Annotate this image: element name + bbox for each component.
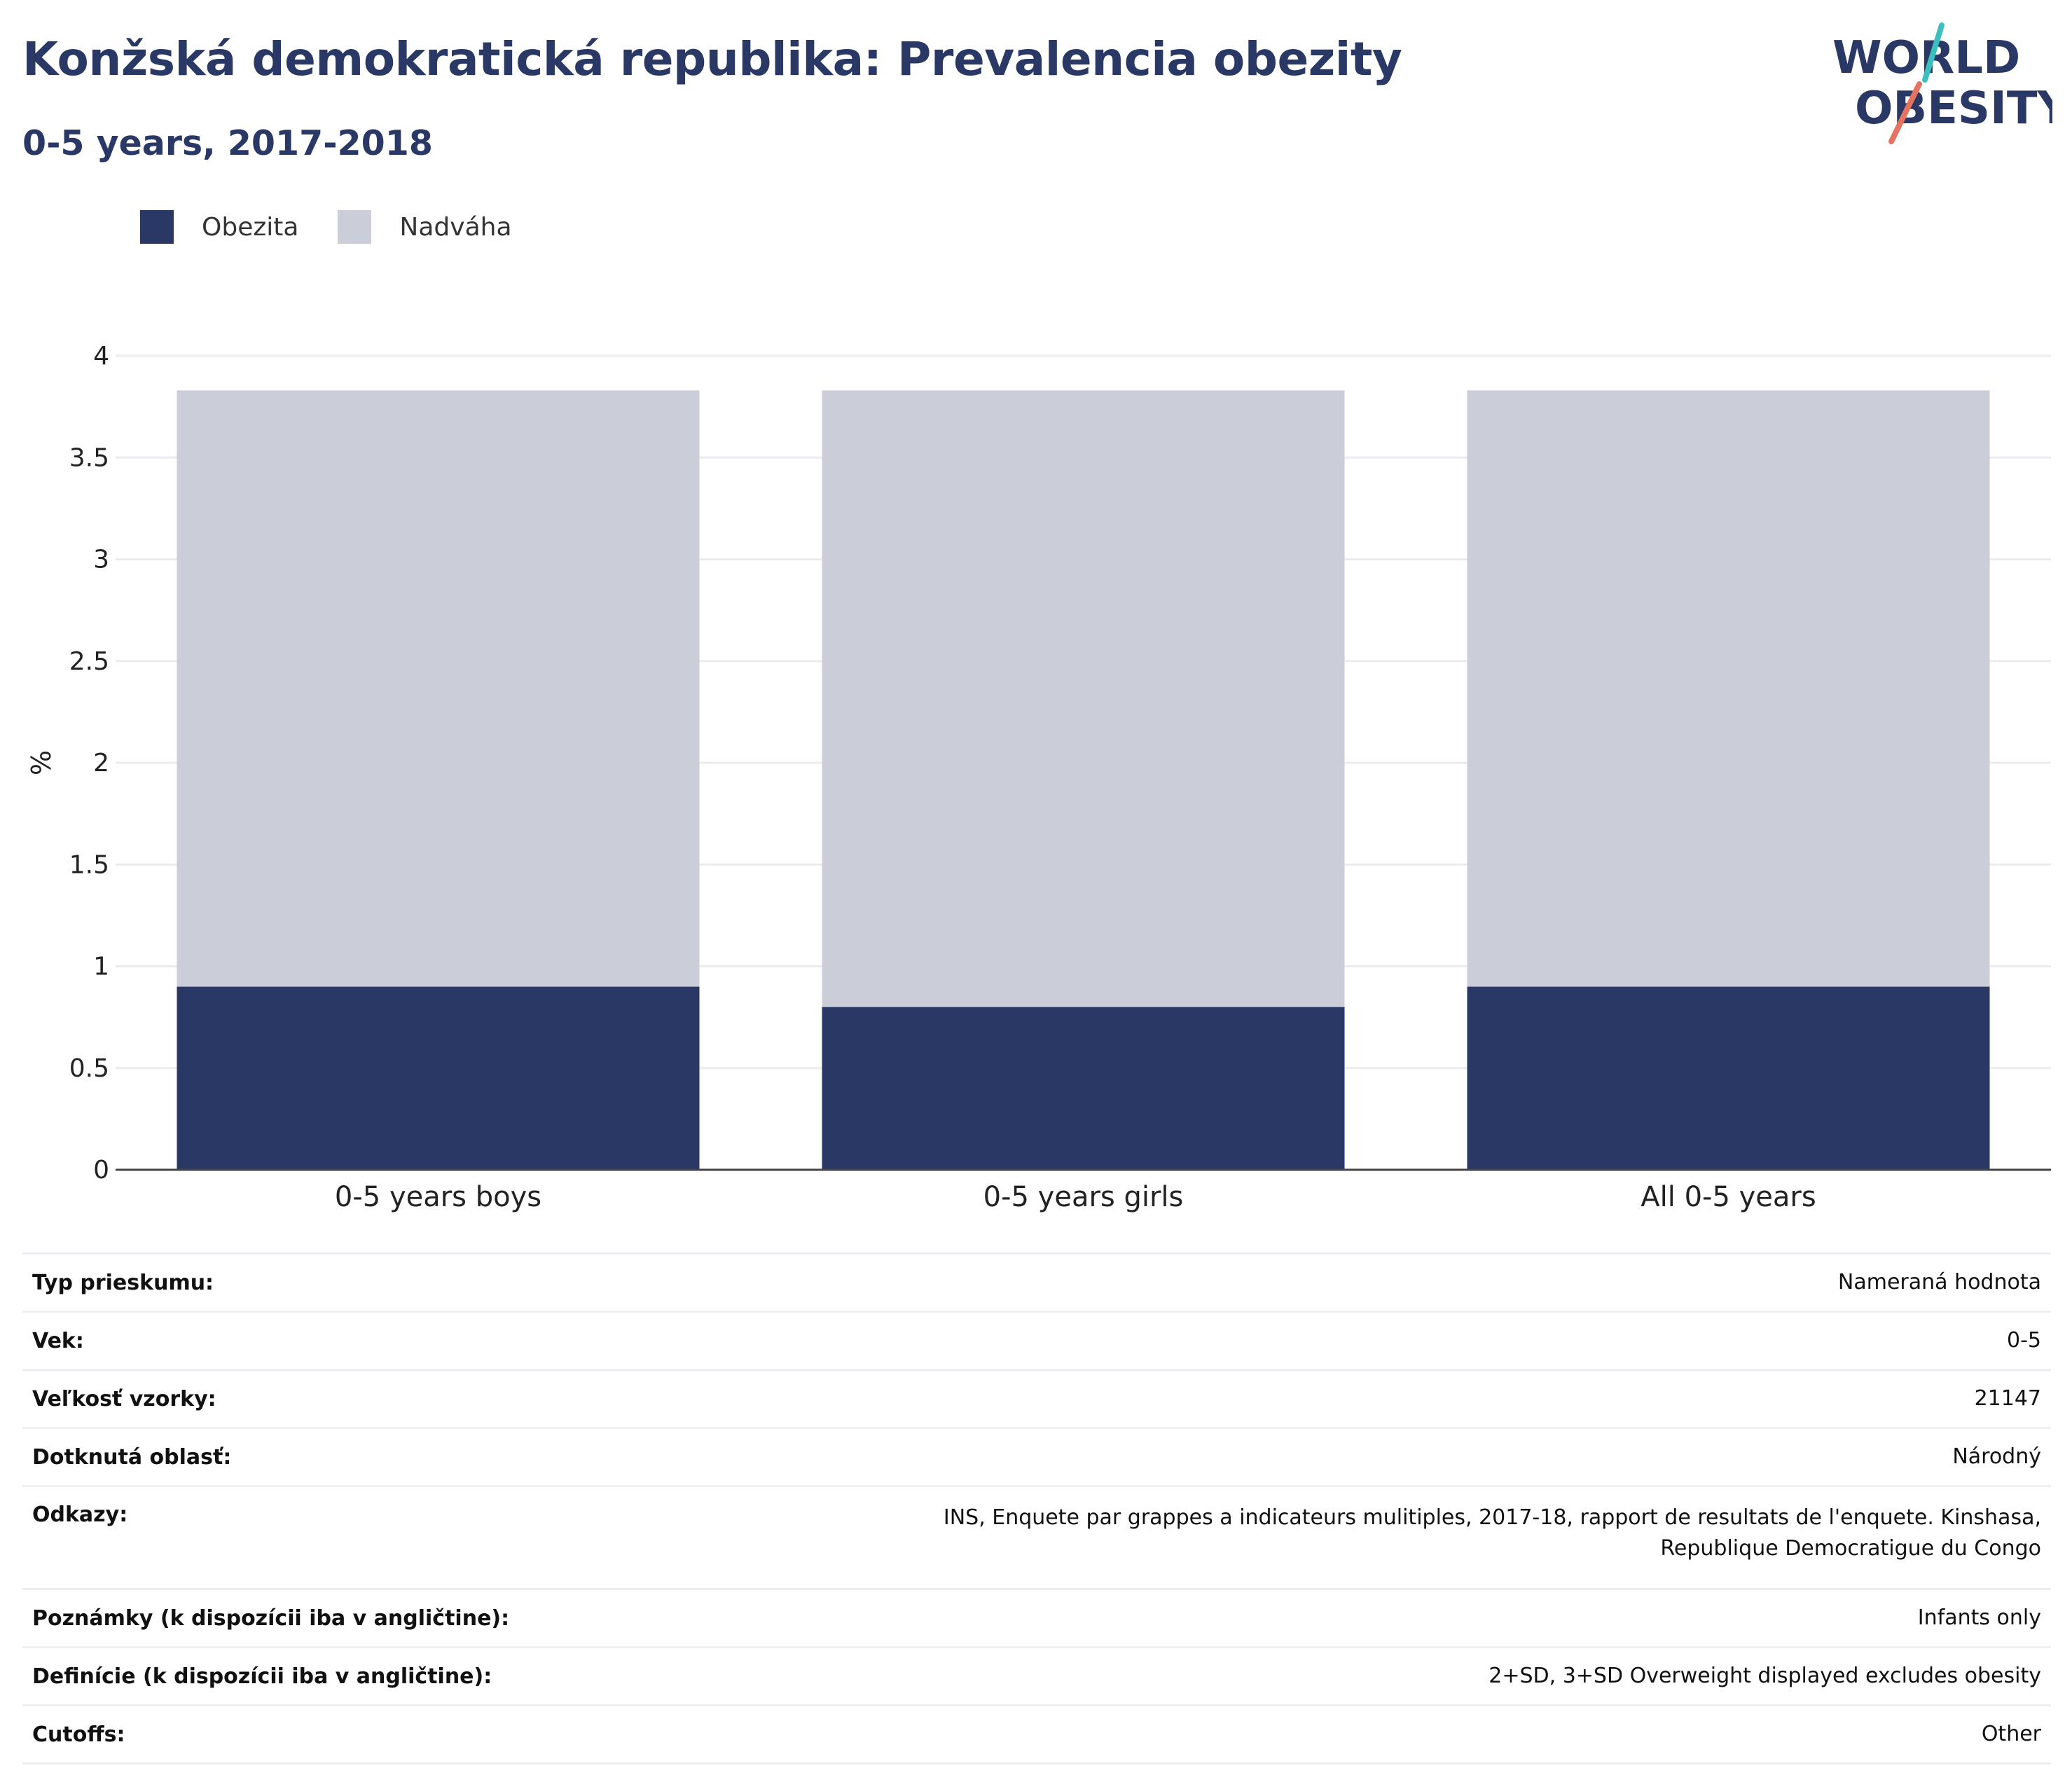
details-value: 0-5 <box>834 1311 2051 1370</box>
details-row: Odkazy: INS, Enquete par grappes a indica… <box>22 1485 2051 1589</box>
details-row: Definície (k dispozícii iba v angličtine… <box>22 1646 2051 1706</box>
y-tick-label: 0.5 <box>69 1054 109 1083</box>
details-row: Veľkosť vzorky: 21147 <box>22 1369 2051 1428</box>
y-tick-label: 2 <box>93 749 109 778</box>
bar-overweight <box>822 390 1345 1007</box>
world-obesity-logo: WORLD OBESITY <box>1832 22 2052 144</box>
y-tick-label: 3 <box>93 546 109 574</box>
details-label: Cutoffs: <box>22 1704 834 1764</box>
details-row: Typ prieskumu: Nameraná hodnota <box>22 1252 2051 1312</box>
bar-obesity <box>1467 986 1990 1170</box>
details-value: Národný <box>834 1427 2051 1486</box>
y-tick-label: 4 <box>93 342 109 371</box>
bar-overweight <box>1467 390 1990 987</box>
logo-slash-teal <box>1922 22 1945 83</box>
details-label: Poznámky (k dispozícii iba v angličtine)… <box>22 1588 834 1648</box>
y-tick-label: 0 <box>93 1156 109 1184</box>
details-row: Cutoffs: Other <box>22 1704 2051 1764</box>
legend-item-obesity[interactable]: Obezita <box>140 210 298 244</box>
details-label: Vek: <box>22 1311 834 1370</box>
details-value: INS, Enquete par grappes a indicateurs m… <box>834 1485 2051 1589</box>
logo-word-obesity: OBESITY <box>1855 83 2052 134</box>
details-value: Nameraná hodnota <box>834 1252 2051 1312</box>
y-tick-label: 1.5 <box>69 850 109 879</box>
legend-label-overweight: Nadváha <box>399 212 512 242</box>
details-row: Vek: 0-5 <box>22 1311 2051 1370</box>
details-value: 21147 <box>834 1369 2051 1428</box>
y-tick-label: 1 <box>93 953 109 981</box>
chart-title: Konžská demokratická republika: Prevalen… <box>22 32 1402 86</box>
bar-overweight <box>177 390 700 987</box>
x-tick-label: 0-5 years girls <box>983 1181 1184 1213</box>
bar-obesity <box>822 1007 1345 1170</box>
legend-swatch-overweight <box>338 210 372 244</box>
details-label: Typ prieskumu: <box>22 1252 834 1312</box>
y-tick-label: 3.5 <box>69 443 109 472</box>
details-row: Dotknutá oblasť: Národný <box>22 1427 2051 1486</box>
chart-subtitle: 0-5 years, 2017-2018 <box>22 123 433 163</box>
stacked-bar-chart: 0 0.5 1 1.5 2 2.5 3 3.5 4% 0-5 years boys 0-5 year… <box>26 342 2051 1213</box>
details-value: Infants only <box>834 1588 2051 1648</box>
chart-legend: Obezita Nadváha <box>140 207 551 247</box>
details-value: 2+SD, 3+SD Overweight displayed excludes… <box>834 1646 2051 1706</box>
logo-slash-red <box>1888 81 1922 144</box>
x-tick-label: 0-5 years boys <box>335 1181 541 1213</box>
axis-layer: 0 0.5 1 1.5 2 2.5 3 3.5 4% 0-5 years boys 0-5 year… <box>26 342 2051 1213</box>
legend-label-obesity: Obezita <box>202 212 299 242</box>
bar-obesity <box>177 986 700 1170</box>
legend-swatch-obesity <box>140 210 174 244</box>
y-axis-label: % <box>26 750 57 775</box>
survey-details-table: Typ prieskumu: Nameraná hodnota Vek: 0-5 Veľ… <box>22 1252 2051 1764</box>
details-row: Poznámky (k dispozícii iba v angličtine)… <box>22 1588 2051 1648</box>
legend-item-overweight[interactable]: Nadváha <box>338 210 512 244</box>
details-label: Odkazy: <box>22 1485 834 1589</box>
x-tick-label: All 0-5 years <box>1641 1181 1816 1213</box>
details-label: Definície (k dispozícii iba v angličtine… <box>22 1646 834 1706</box>
details-label: Veľkosť vzorky: <box>22 1369 834 1428</box>
details-value: Other <box>834 1704 2051 1764</box>
bars-layer <box>177 390 1990 1170</box>
details-label: Dotknutá oblasť: <box>22 1427 834 1486</box>
y-tick-label: 2.5 <box>69 647 109 676</box>
